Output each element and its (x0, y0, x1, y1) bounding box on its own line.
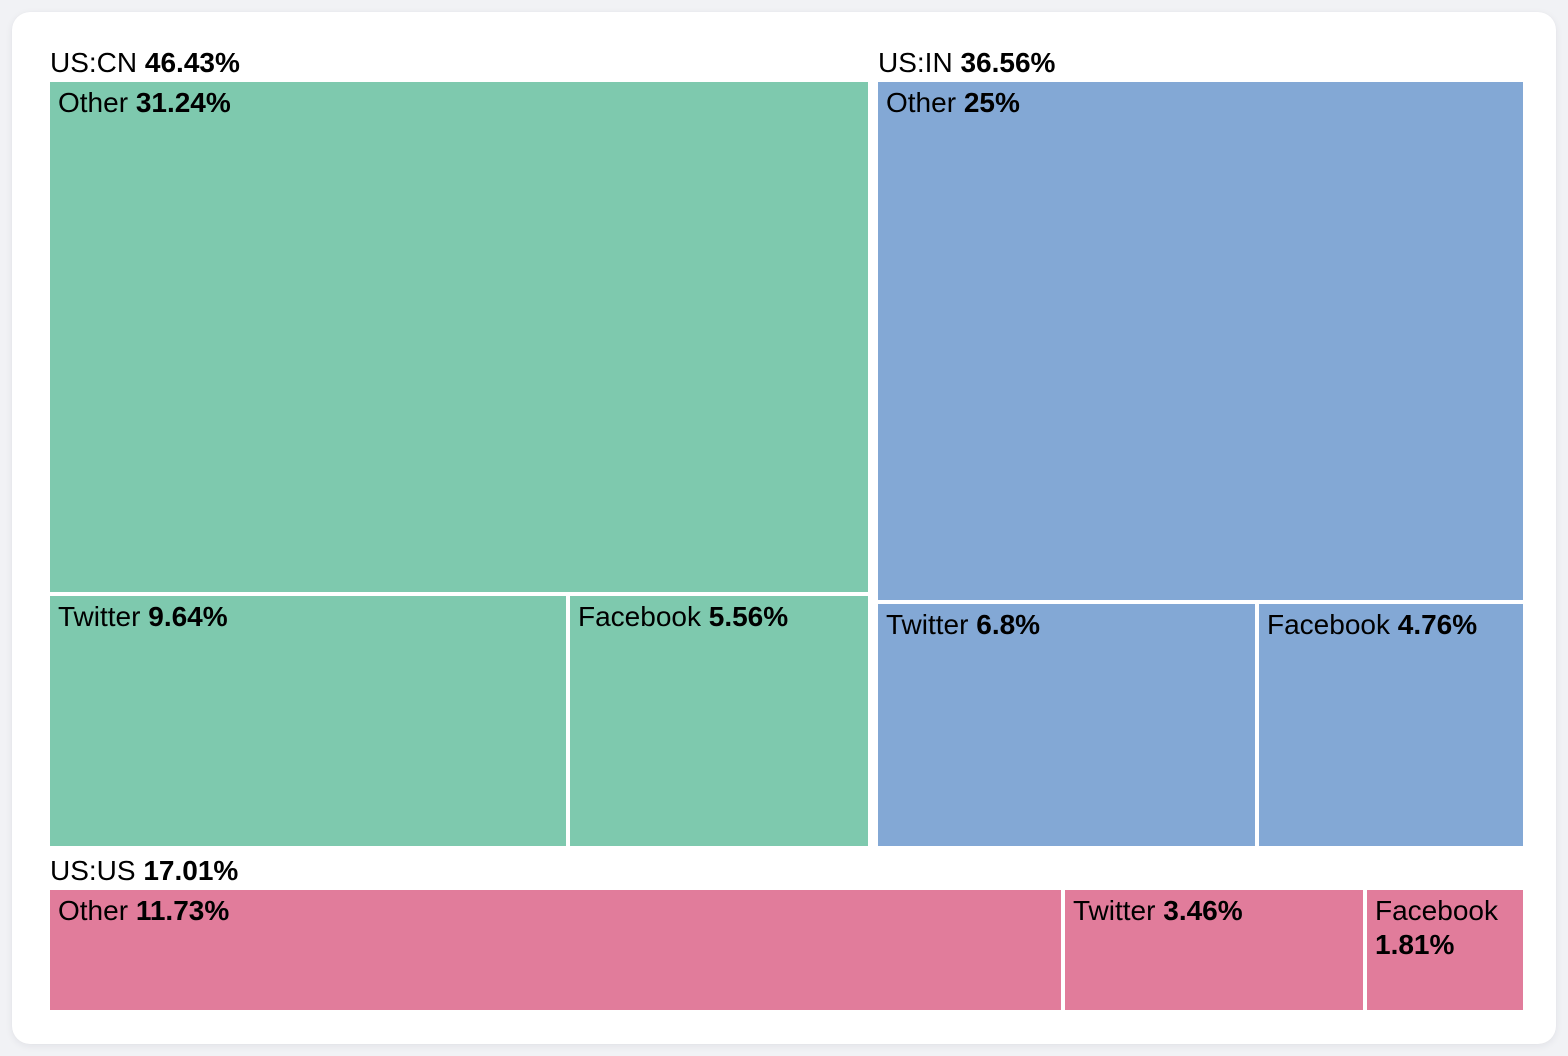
group-percent: 36.56% (960, 48, 1056, 78)
cell-label: Twitter (1073, 895, 1156, 926)
cell-percent: 1.81% (1375, 929, 1455, 960)
cell-label: Facebook (1267, 609, 1390, 640)
cell-label: Other (886, 87, 957, 118)
cell-label: Other (58, 895, 129, 926)
group-header-us-cn: US:CN 46.43% (50, 48, 240, 78)
cell-percent: 6.8% (976, 609, 1041, 640)
treemap-chart: US:CN 46.43% Other 31.24% Twitter 9.64% Fac… (50, 48, 1523, 1010)
cell-percent: 5.56% (708, 601, 789, 632)
cell-percent: 4.76% (1397, 609, 1478, 640)
treemap-cell-us-us-facebook[interactable]: Facebook 1.81% (1367, 890, 1523, 1010)
group-percent: 17.01% (143, 856, 239, 886)
cell-label: Facebook (1375, 895, 1498, 926)
cell-label: Twitter (58, 601, 141, 632)
cell-percent: 31.24% (135, 87, 231, 118)
group-header-us-us: US:US 17.01% (50, 856, 238, 886)
group-label: US:US (50, 856, 136, 886)
cell-label: Facebook (578, 601, 701, 632)
group-label: US:CN (50, 48, 138, 78)
treemap-cell-us-us-other[interactable]: Other 11.73% (50, 890, 1061, 1010)
group-header-us-in: US:IN 36.56% (878, 48, 1055, 78)
treemap-cell-us-in-twitter[interactable]: Twitter 6.8% (878, 604, 1255, 846)
cell-percent: 3.46% (1163, 895, 1243, 926)
treemap-cell-us-us-twitter[interactable]: Twitter 3.46% (1065, 890, 1363, 1010)
treemap-cell-us-cn-other[interactable]: Other 31.24% (50, 82, 868, 592)
treemap-cell-us-cn-twitter[interactable]: Twitter 9.64% (50, 596, 566, 846)
cell-label: Twitter (886, 609, 969, 640)
treemap-cell-us-in-facebook[interactable]: Facebook 4.76% (1259, 604, 1523, 846)
treemap-cell-us-cn-facebook[interactable]: Facebook 5.56% (570, 596, 868, 846)
cell-percent: 9.64% (148, 601, 228, 632)
group-label: US:IN (878, 48, 953, 78)
cell-label: Other (58, 87, 129, 118)
treemap-cell-us-in-other[interactable]: Other 25% (878, 82, 1523, 600)
cell-percent: 25% (963, 87, 1020, 118)
cell-percent: 11.73% (135, 895, 230, 926)
chart-card: US:CN 46.43% Other 31.24% Twitter 9.64% Fac… (12, 12, 1556, 1044)
group-percent: 46.43% (144, 48, 240, 78)
